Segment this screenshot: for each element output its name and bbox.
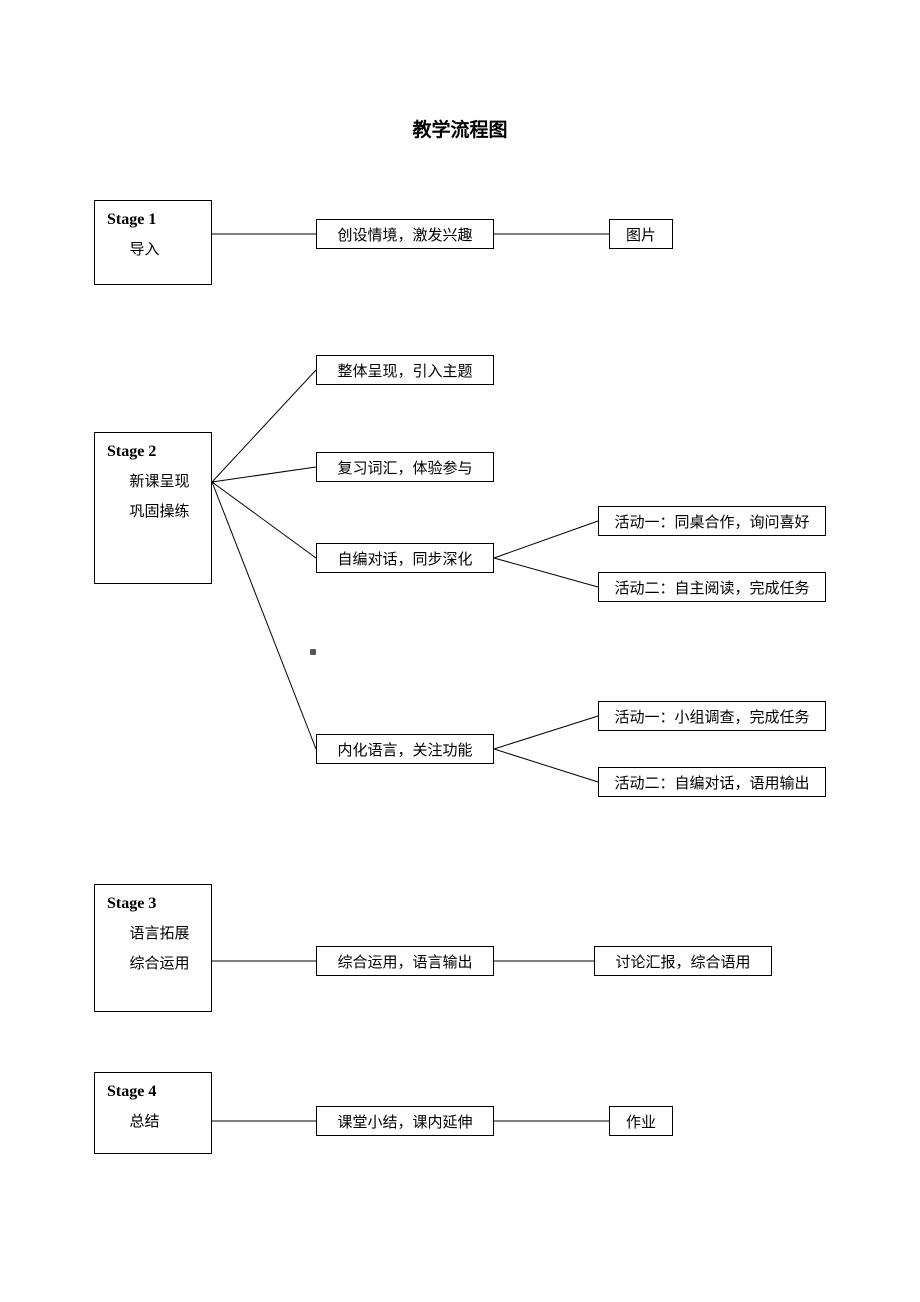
stage-sub: 综合运用 bbox=[107, 949, 190, 979]
stage-title: Stage 2 bbox=[107, 443, 156, 461]
node-s2_c: 自编对话，同步深化 bbox=[316, 543, 494, 573]
node-s2_b: 复习词汇，体验参与 bbox=[316, 452, 494, 482]
node-s1_right: 图片 bbox=[609, 219, 673, 249]
node-s4_right: 作业 bbox=[609, 1106, 673, 1136]
stage-sub: 新课呈现 bbox=[107, 467, 190, 497]
node-stage2: Stage 2 新课呈现巩固操练 bbox=[94, 432, 212, 584]
stage-title: Stage 1 bbox=[107, 211, 156, 229]
stage-sub: 语言拓展 bbox=[107, 919, 190, 949]
marker-dot bbox=[310, 649, 316, 655]
diagram-title: 教学流程图 bbox=[412, 115, 507, 142]
node-s2_a: 整体呈现，引入主题 bbox=[316, 355, 494, 385]
stage-sub: 导入 bbox=[107, 235, 160, 265]
node-stage1: Stage 1 导入 bbox=[94, 200, 212, 285]
node-s2_c1: 活动一：同桌合作，询问喜好 bbox=[598, 506, 826, 536]
node-s1_mid: 创设情境，激发兴趣 bbox=[316, 219, 494, 249]
node-s2_d2: 活动二：自编对话，语用输出 bbox=[598, 767, 826, 797]
node-s4_mid: 课堂小结，课内延伸 bbox=[316, 1106, 494, 1136]
node-s2_d: 内化语言，关注功能 bbox=[316, 734, 494, 764]
stage-title: Stage 3 bbox=[107, 895, 156, 913]
stage-title: Stage 4 bbox=[107, 1083, 156, 1101]
node-s2_d1: 活动一：小组调查，完成任务 bbox=[598, 701, 826, 731]
node-stage4: Stage 4 总结 bbox=[94, 1072, 212, 1154]
stage-sub: 巩固操练 bbox=[107, 497, 190, 527]
node-s2_c2: 活动二：自主阅读，完成任务 bbox=[598, 572, 826, 602]
node-stage3: Stage 3 语言拓展综合运用 bbox=[94, 884, 212, 1012]
stage-sub: 总结 bbox=[107, 1107, 160, 1137]
node-s3_mid: 综合运用，语言输出 bbox=[316, 946, 494, 976]
node-s3_right: 讨论汇报，综合语用 bbox=[594, 946, 772, 976]
